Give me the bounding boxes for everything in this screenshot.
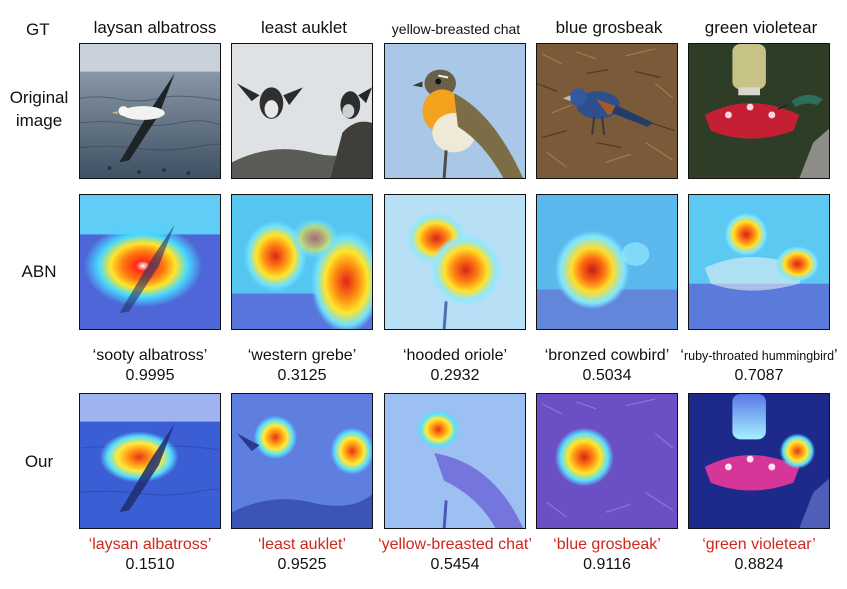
- our-caption-col3: ‘yellow-breasted chat’ 0.5454: [370, 535, 540, 575]
- our-score-col2: 0.9525: [277, 556, 327, 573]
- abn-heatmap-grosbeak: [536, 194, 678, 330]
- abn-heatmap-violetear: [688, 194, 830, 330]
- abn-heatmap-albatross: [79, 194, 221, 330]
- abn-prediction-col2: western grebe: [251, 347, 353, 364]
- gt-name-col1: laysan albatross: [93, 18, 217, 37]
- abn-prediction-col1: sooty albatross: [96, 347, 204, 364]
- abn-caption-col4: ‘bronzed cowbird’ 0.5034: [522, 346, 692, 386]
- abn-prediction-col4: bronzed cowbird: [548, 347, 666, 364]
- gt-name-col4: blue grosbeak: [555, 18, 663, 37]
- abn-caption-col1: ‘sooty albatross’ 0.9995: [65, 346, 235, 386]
- abn-row-label: ABN: [21, 262, 57, 281]
- our-caption-col4: ‘blue grosbeak’ 0.9116: [522, 535, 692, 575]
- abn-score-col3: 0.2932: [430, 367, 480, 384]
- our-heatmap-auklet: [231, 393, 373, 529]
- original-image-auklet: [231, 43, 373, 179]
- original-image-albatross: [79, 43, 221, 179]
- our-heatmap-albatross: [79, 393, 221, 529]
- our-heatmap-violetear: [688, 393, 830, 529]
- our-prediction-col4: blue grosbeak: [556, 536, 658, 553]
- abn-score-col5: 0.7087: [734, 367, 784, 384]
- our-caption-col1: ‘laysan albatross’ 0.1510: [65, 535, 235, 575]
- our-score-col3: 0.5454: [430, 556, 480, 573]
- gt-name-col5: green violetear: [704, 18, 818, 37]
- our-heatmap-grosbeak: [536, 393, 678, 529]
- our-heatmap-chat: [384, 393, 526, 529]
- original-row-label: Original image: [9, 88, 69, 130]
- abn-score-col2: 0.3125: [277, 367, 327, 384]
- abn-heatmap-chat: [384, 194, 526, 330]
- our-row-label: Our: [24, 452, 54, 471]
- abn-caption-col5: ‘ruby-throated hummingbird’ 0.7087: [674, 346, 844, 386]
- abn-prediction-col3: hooded oriole: [406, 347, 504, 364]
- gt-name-col2: least auklet: [261, 18, 347, 37]
- our-caption-col5: ‘green violetear’ 0.8824: [674, 535, 844, 575]
- gt-row-label: GT: [26, 20, 50, 39]
- original-image-grosbeak: [536, 43, 678, 179]
- original-image-violetear: [688, 43, 830, 179]
- abn-caption-col3: ‘hooded oriole’ 0.2932: [370, 346, 540, 386]
- our-score-col4: 0.9116: [583, 556, 631, 573]
- abn-score-col4: 0.5034: [582, 367, 632, 384]
- original-image-chat: [384, 43, 526, 179]
- abn-heatmap-auklet: [231, 194, 373, 330]
- abn-caption-col2: ‘western grebe’ 0.3125: [217, 346, 387, 386]
- abn-score-col1: 0.9995: [125, 367, 175, 384]
- our-prediction-col2: least auklet: [261, 536, 343, 553]
- our-prediction-col5: green violetear: [705, 536, 813, 553]
- our-score-col1: 0.1510: [125, 556, 175, 573]
- our-prediction-col1: laysan albatross: [92, 536, 208, 553]
- our-score-col5: 0.8824: [734, 556, 784, 573]
- gt-name-col3: yellow-breasted chat: [391, 21, 521, 37]
- abn-prediction-col5: ruby-throated hummingbird: [683, 349, 835, 363]
- our-caption-col2: ‘least auklet’ 0.9525: [217, 535, 387, 575]
- our-prediction-col3: yellow-breasted chat: [381, 536, 529, 553]
